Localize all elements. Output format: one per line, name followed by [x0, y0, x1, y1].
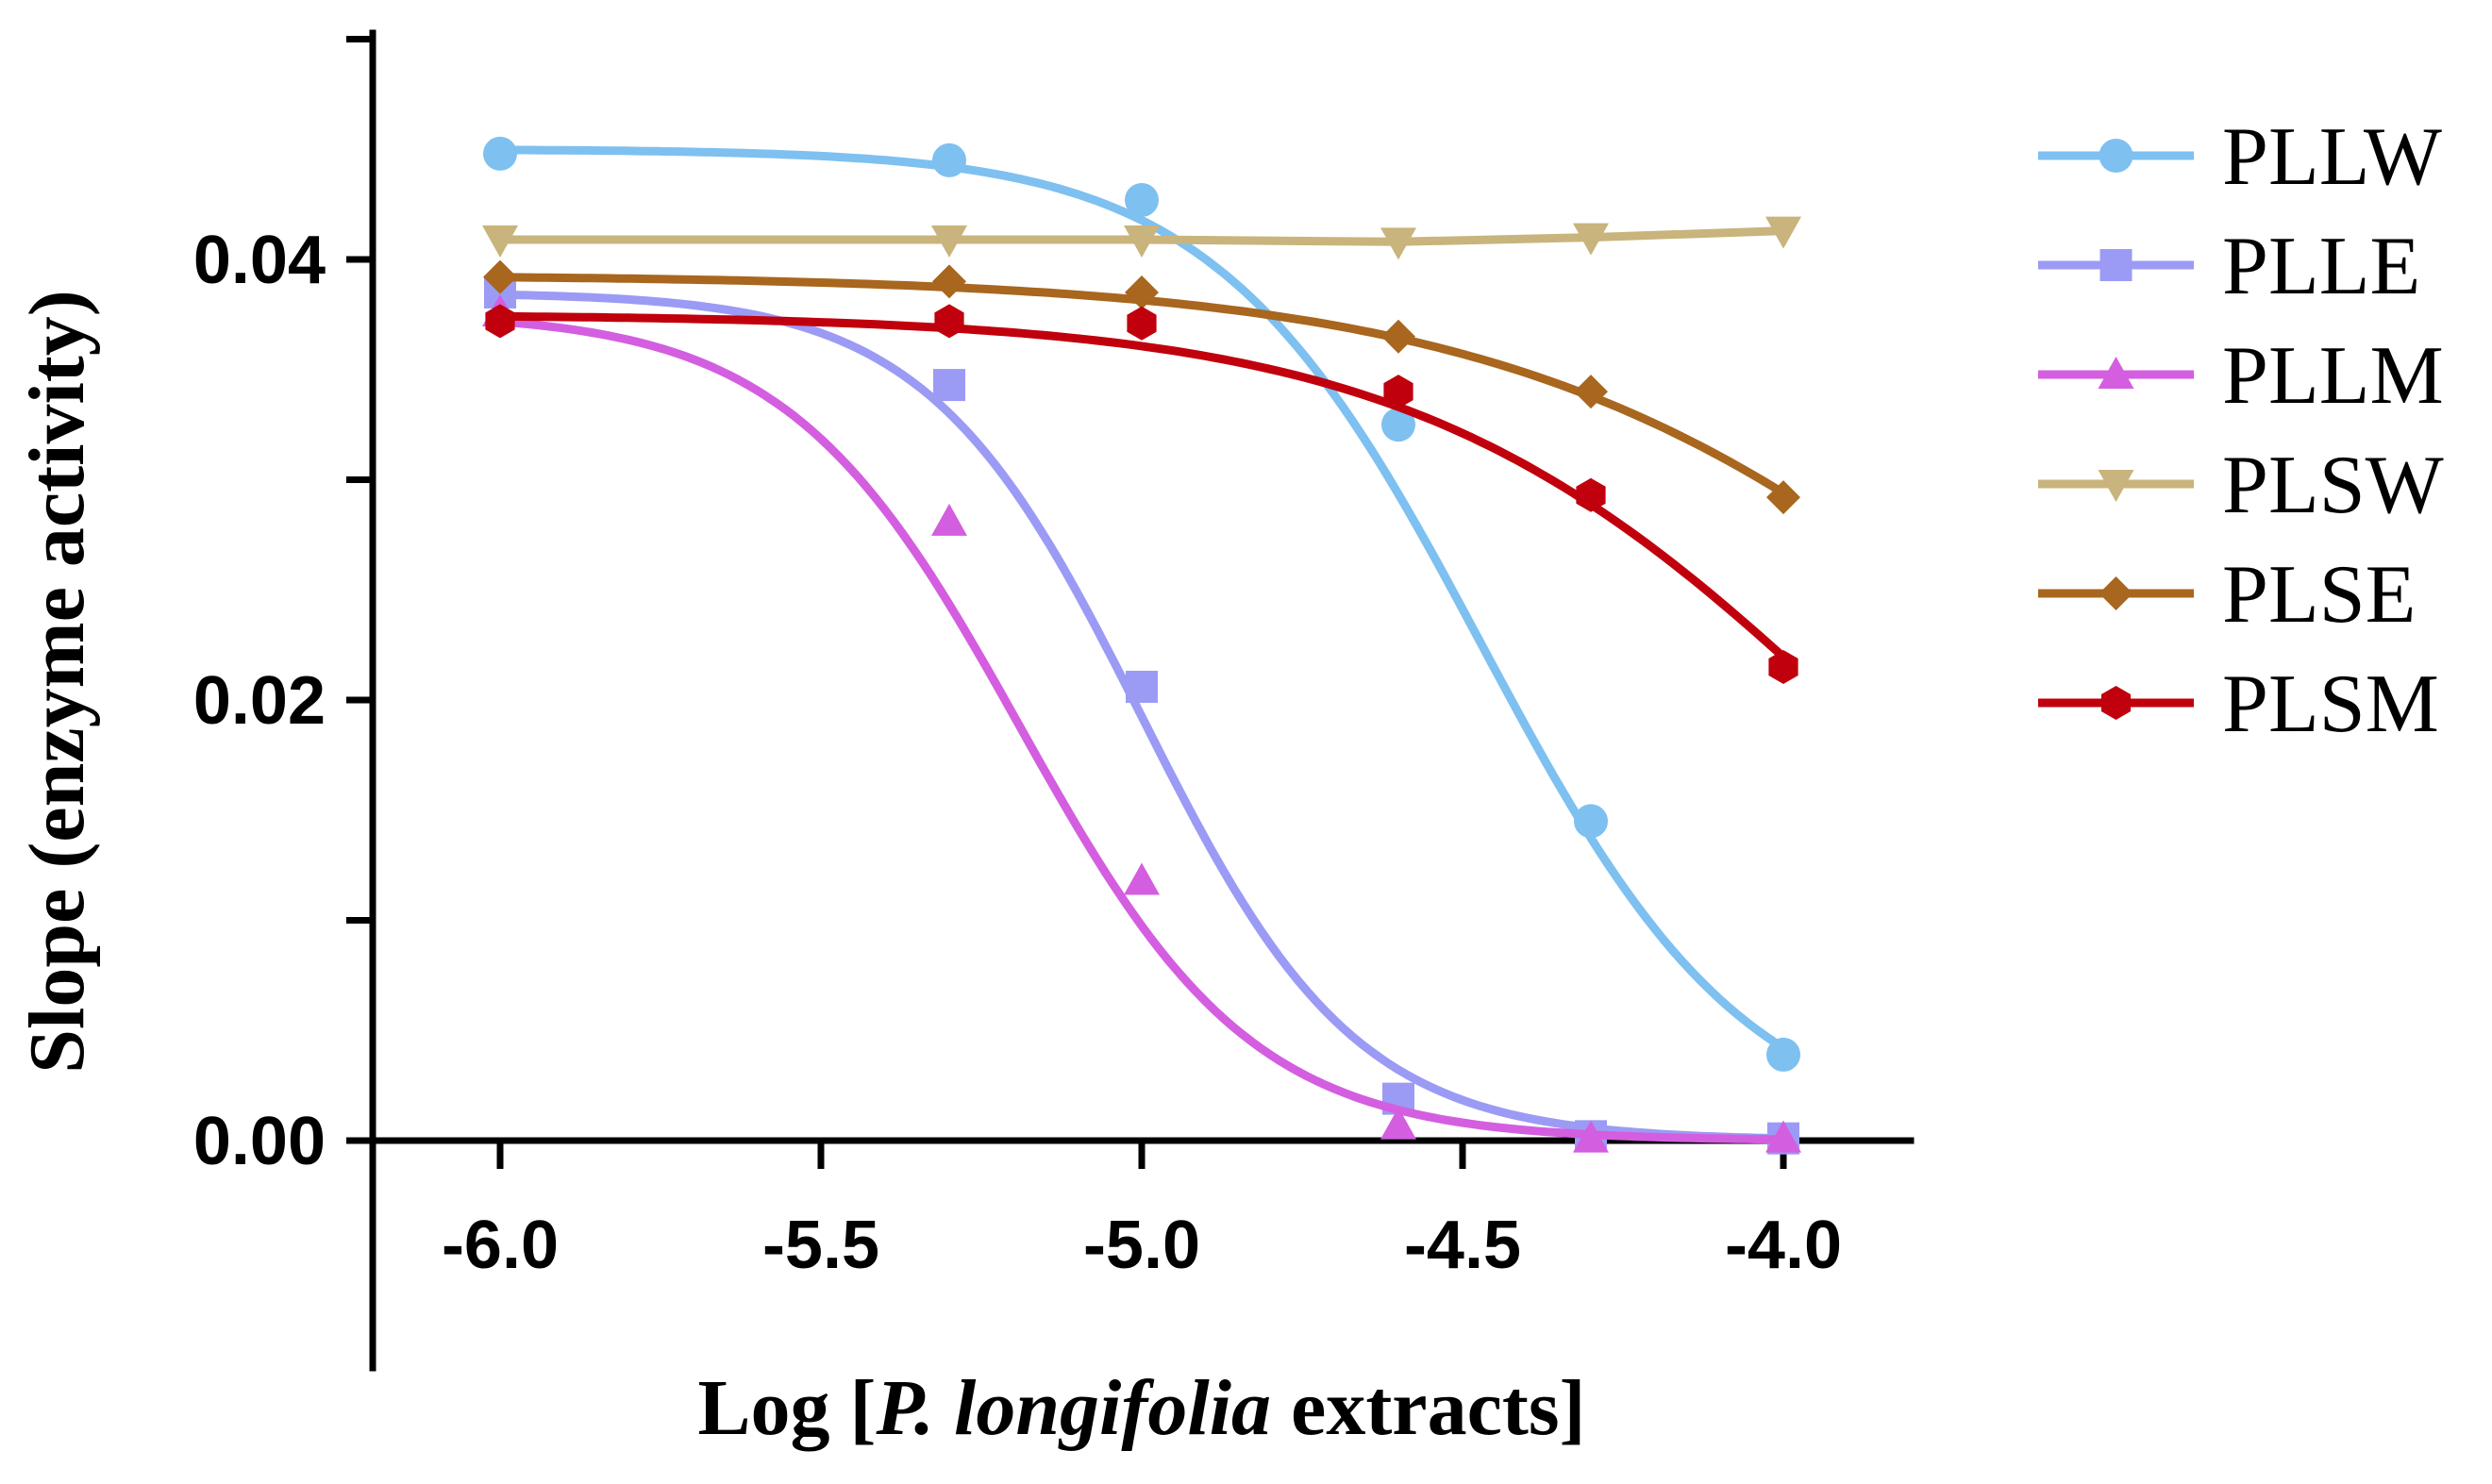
data-point-plsm [1768, 650, 1798, 684]
x-axis-title-suffix: extracts] [1271, 1364, 1585, 1452]
data-point-plsm [485, 304, 515, 339]
data-point-plsm [1576, 477, 1606, 512]
data-point-pllw [1574, 804, 1608, 839]
data-point-pllw [932, 142, 966, 177]
data-point-plsw [1765, 216, 1801, 249]
legend-item-pllm: PLLM [2038, 330, 2444, 422]
data-point-pllw [1381, 408, 1415, 442]
series-line-plle [495, 290, 1788, 1143]
data-point-pllm [1124, 862, 1160, 895]
legend: PLLW PLLE PLLM PLSW PLSE PLSM [2038, 111, 2444, 750]
x-axis-title-italic: P. longifolia [876, 1364, 1272, 1452]
series-plse [483, 259, 1800, 515]
x-tick-label: -4.5 [1404, 1208, 1521, 1283]
y-tick-label: 0.04 [193, 223, 326, 298]
data-point-pllm [1380, 1107, 1416, 1140]
data-point-plsw [1124, 225, 1160, 258]
y-axis-title: Slope (enzyme activity) [13, 290, 101, 1073]
data-point-plse [1574, 375, 1608, 409]
legend-item-plle: PLLE [2038, 221, 2420, 312]
series-line-plsm [495, 311, 1788, 661]
data-point-pllm [1765, 1120, 1801, 1153]
data-point-pllm [1573, 1120, 1609, 1153]
legend-item-plsm: PLSM [2038, 659, 2439, 750]
series-plle [484, 276, 1799, 1155]
plot-series [482, 136, 1801, 1155]
legend-item-plsw: PLSW [2038, 440, 2444, 531]
data-point-pllw [1125, 182, 1159, 217]
x-ticks: -6.0 -5.5 -5.0 -4.5 -4.0 [442, 1141, 1842, 1283]
data-point-plle [1126, 670, 1158, 703]
legend-item-plse: PLSE [2038, 549, 2416, 641]
legend-marker [2099, 139, 2133, 173]
data-point-plse [932, 264, 966, 299]
data-point-plle [933, 369, 965, 402]
data-point-plse [1766, 480, 1800, 515]
y-ticks: 0.00 0.02 0.04 [193, 36, 373, 1179]
legend-label: PLSW [2222, 440, 2444, 531]
legend-label: PLLM [2222, 330, 2444, 422]
legend-marker [2099, 576, 2133, 610]
y-axis: 0.00 0.02 0.04 [193, 29, 376, 1372]
legend-item-pllw: PLLW [2038, 111, 2442, 203]
data-point-pllw [1766, 1037, 1800, 1072]
x-tick-label: -4.0 [1725, 1208, 1842, 1283]
series-line-pllw [495, 145, 1788, 1053]
y-tick-label: 0.00 [193, 1104, 326, 1179]
legend-marker [2098, 357, 2134, 389]
legend-marker [2099, 249, 2132, 281]
data-point-plsw [1573, 223, 1609, 256]
series-line-pllm [495, 317, 1788, 1144]
x-axis: -6.0 -5.5 -5.0 -4.5 -4.0 [369, 1137, 1915, 1283]
data-point-plse [1125, 275, 1159, 310]
series-line-plsw [495, 226, 1788, 246]
x-axis-title-prefix: Log [ [698, 1364, 877, 1452]
legend-label: PLSE [2222, 549, 2416, 641]
series-plsm [485, 304, 1798, 684]
data-point-plsm [934, 304, 964, 339]
x-tick-label: -6.0 [442, 1208, 559, 1283]
legend-label: PLSM [2222, 659, 2439, 750]
data-point-pllw [483, 136, 517, 171]
x-tick-label: -5.5 [762, 1208, 879, 1283]
x-axis-title: Log [P. longifolia extracts] [698, 1364, 1586, 1452]
data-point-plsw [931, 225, 967, 258]
legend-label: PLLW [2222, 111, 2442, 203]
series-plsw [482, 216, 1801, 260]
data-point-plsw [1380, 227, 1416, 260]
x-tick-label: -5.0 [1083, 1208, 1200, 1283]
data-point-plsm [1127, 306, 1157, 341]
legend-marker [2100, 686, 2132, 720]
data-point-plsw [482, 225, 518, 258]
data-point-plse [1381, 319, 1415, 354]
data-point-pllm [931, 503, 967, 536]
legend-marker [2098, 470, 2134, 502]
series-pllw [483, 136, 1800, 1072]
data-point-plse [483, 259, 517, 294]
data-point-plsm [1383, 375, 1413, 409]
legend-label: PLLE [2222, 221, 2420, 312]
y-tick-label: 0.02 [193, 663, 326, 739]
